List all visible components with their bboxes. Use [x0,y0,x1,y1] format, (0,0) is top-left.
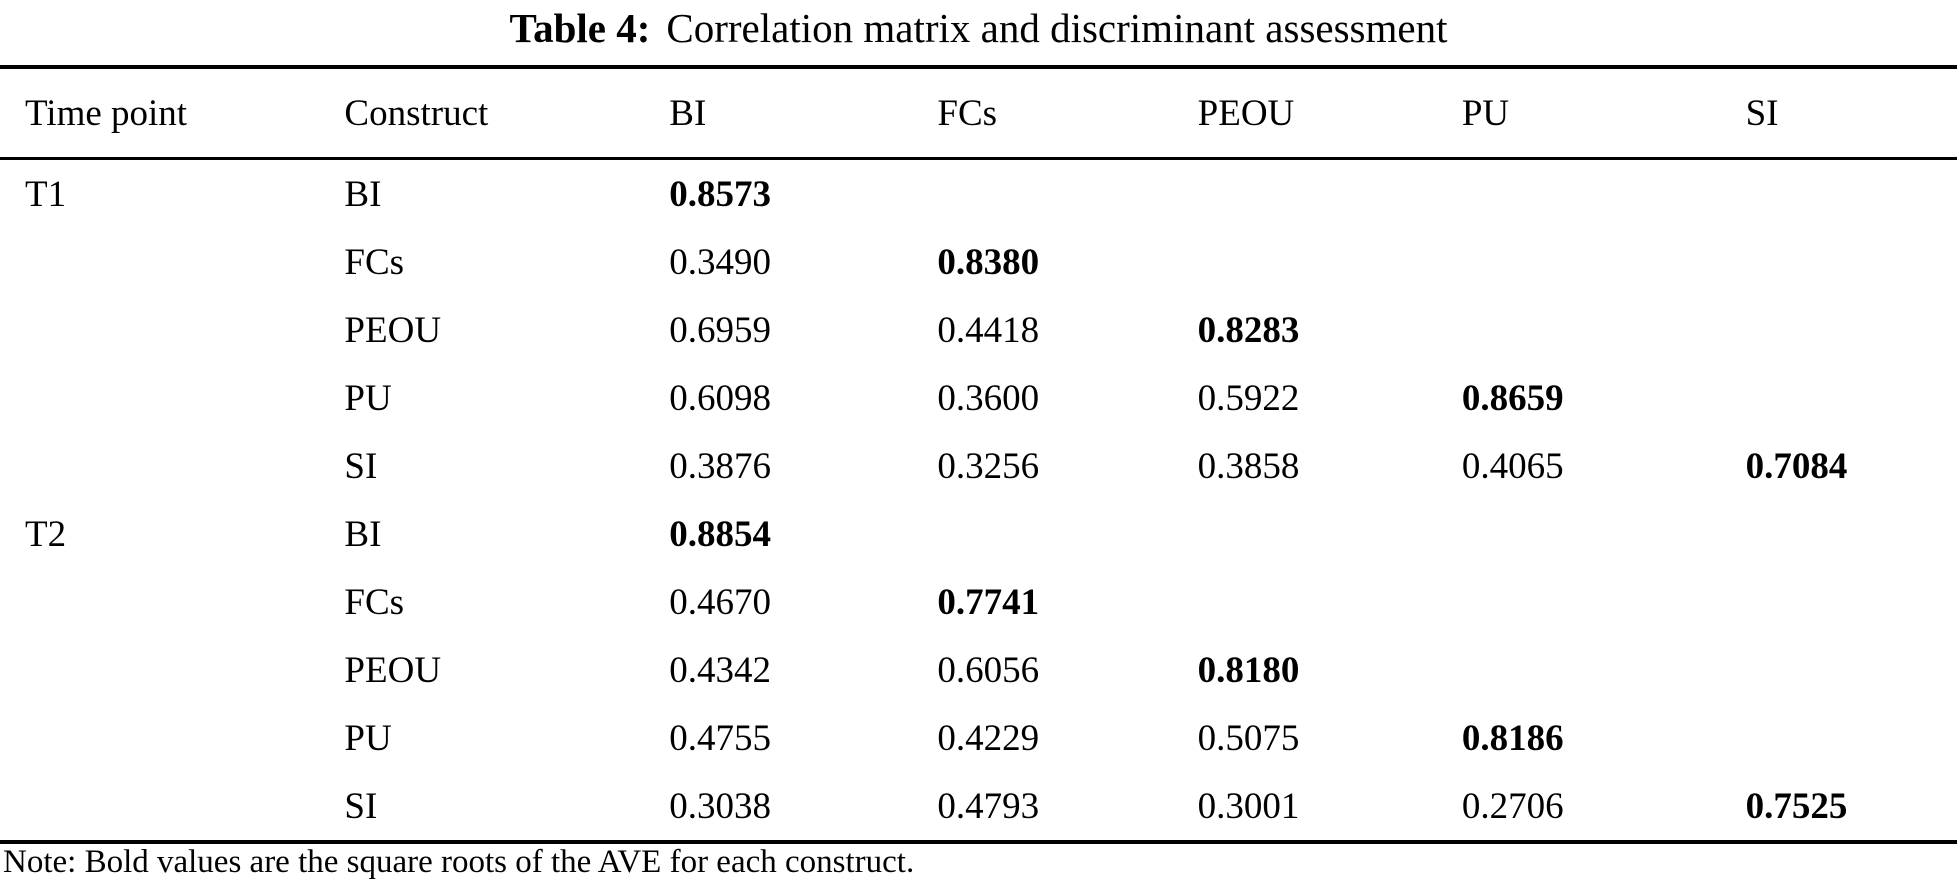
col-header-fcs: FCs [937,92,998,134]
value-cell-si [1746,228,1957,296]
value-cell-si [1746,364,1957,432]
value-cell-pu [1462,296,1746,364]
value-cell-si [1746,296,1957,364]
time-point-cell [0,636,344,704]
value-cell-pu: 0.2706 [1461,785,1564,827]
value-cell-fcs: 0.4793 [937,785,1040,827]
table-note: Note: Bold values are the square roots o… [3,844,915,880]
table-row: PEOU 0.4342 0.6056 0.8180 [0,636,1957,704]
value-cell-peou: 0.5075 [1197,717,1300,759]
col-header-construct: Construct [344,92,489,134]
time-point-cell [0,432,344,500]
construct-cell: BI [344,173,382,215]
value-cell-bi: 0.3038 [669,785,772,827]
value-cell-peou: 0.8283 [1197,309,1300,351]
value-cell-fcs: 0.7741 [937,581,1040,623]
time-point-cell [0,364,344,432]
table-row: PU 0.6098 0.3600 0.5922 0.8659 [0,364,1957,432]
col-header-si: SI [1745,92,1779,134]
construct-cell: PEOU [344,309,442,351]
value-cell-si [1746,568,1957,636]
value-cell-bi: 0.8573 [669,173,772,215]
table-row: FCs 0.4670 0.7741 [0,568,1957,636]
time-point-cell [0,228,344,296]
table-row: PEOU 0.6959 0.4418 0.8283 [0,296,1957,364]
value-cell-peou: 0.5922 [1197,377,1300,419]
value-cell-fcs: 0.3600 [937,377,1040,419]
table-title-label: Table 4: [509,5,651,51]
construct-cell: SI [344,445,378,487]
value-cell-bi: 0.8854 [669,513,772,555]
value-cell-peou: 0.3001 [1197,785,1300,827]
value-cell-peou [1198,500,1462,568]
construct-cell: SI [344,785,378,827]
value-cell-si: 0.7084 [1745,445,1848,487]
table-row: T1 BI 0.8573 [0,159,1957,229]
time-point-cell [0,296,344,364]
value-cell-fcs: 0.8380 [937,241,1040,283]
construct-cell: PU [344,377,392,419]
time-point-cell [0,772,344,842]
col-header-time-point: Time point [25,92,188,134]
value-cell-fcs: 0.3256 [937,445,1040,487]
value-cell-bi: 0.4755 [669,717,772,759]
value-cell-fcs: 0.4229 [937,717,1040,759]
correlation-matrix-table: Time point Construct BI FCs PEOU PU SI T… [0,65,1957,844]
value-cell-bi: 0.6959 [669,309,772,351]
table-title-text: Correlation matrix and discriminant asse… [666,5,1448,51]
value-cell-si [1746,704,1957,772]
col-header-pu: PU [1461,92,1510,134]
time-point-cell: T1 [25,173,67,215]
value-cell-peou [1198,228,1462,296]
value-cell-pu: 0.4065 [1461,445,1564,487]
construct-cell: FCs [344,241,405,283]
table-row: PU 0.4755 0.4229 0.5075 0.8186 [0,704,1957,772]
table-row: SI 0.3876 0.3256 0.3858 0.4065 0.7084 [0,432,1957,500]
value-cell-pu [1462,568,1746,636]
time-point-cell [0,568,344,636]
table-row: T2 BI 0.8854 [0,500,1957,568]
value-cell-pu [1462,636,1746,704]
value-cell-bi: 0.4670 [669,581,772,623]
value-cell-peou: 0.8180 [1197,649,1300,691]
value-cell-peou: 0.3858 [1197,445,1300,487]
value-cell-si: 0.7525 [1745,785,1848,827]
value-cell-fcs [937,500,1197,568]
time-point-cell: T2 [25,513,67,555]
value-cell-peou [1198,568,1462,636]
construct-cell: PU [344,717,392,759]
value-cell-pu [1462,228,1746,296]
value-cell-si [1746,636,1957,704]
header-row: Time point Construct BI FCs PEOU PU SI [0,67,1957,159]
value-cell-bi: 0.6098 [669,377,772,419]
time-point-cell [0,704,344,772]
value-cell-bi: 0.3876 [669,445,772,487]
value-cell-si [1746,500,1957,568]
construct-cell: BI [344,513,382,555]
value-cell-bi: 0.3490 [669,241,772,283]
value-cell-peou [1198,159,1462,229]
value-cell-fcs: 0.6056 [937,649,1040,691]
value-cell-pu: 0.8186 [1461,717,1564,759]
value-cell-si [1746,159,1957,229]
construct-cell: FCs [344,581,405,623]
value-cell-fcs [937,159,1197,229]
table-title: Table 4: Correlation matrix and discrimin… [0,5,1957,51]
value-cell-pu [1462,500,1746,568]
col-header-peou: PEOU [1197,92,1295,134]
value-cell-fcs: 0.4418 [937,309,1040,351]
construct-cell: PEOU [344,649,442,691]
value-cell-pu: 0.8659 [1461,377,1564,419]
table-row: FCs 0.3490 0.8380 [0,228,1957,296]
value-cell-pu [1462,159,1746,229]
col-header-bi: BI [669,92,707,134]
value-cell-bi: 0.4342 [669,649,772,691]
table-row: SI 0.3038 0.4793 0.3001 0.2706 0.7525 [0,772,1957,842]
